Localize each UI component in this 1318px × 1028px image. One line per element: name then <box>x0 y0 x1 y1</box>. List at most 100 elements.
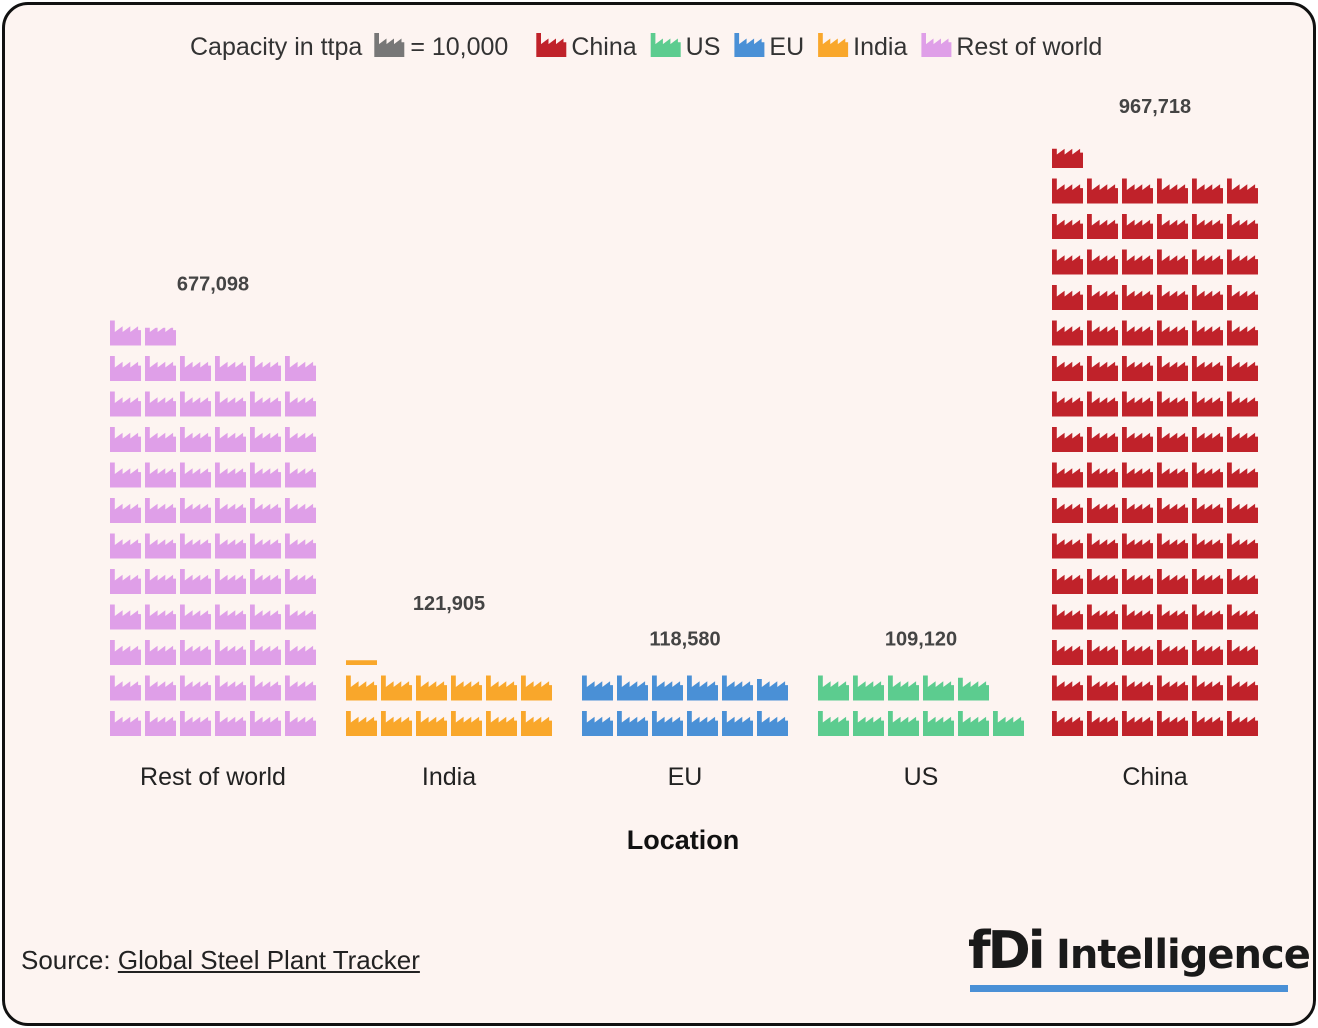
factory-icon <box>1087 214 1118 239</box>
factory-icon <box>215 569 246 594</box>
factory-icon <box>818 675 849 701</box>
factory-icon <box>250 569 281 594</box>
legend-label: EU <box>769 33 804 61</box>
factory-icon <box>1157 178 1188 204</box>
factory-icon <box>110 462 141 488</box>
pictogram-column: 118,580 EU <box>582 629 788 791</box>
factory-icon <box>110 604 141 630</box>
factory-icon <box>1157 640 1188 665</box>
factory-icon <box>180 675 211 701</box>
factory-icon <box>1157 711 1188 736</box>
factory-icon <box>285 675 316 701</box>
factory-icon <box>1157 214 1188 239</box>
factory-icon <box>1122 427 1153 452</box>
factory-icon <box>346 675 377 701</box>
factory-icon <box>1087 533 1118 559</box>
factory-icon <box>1227 604 1258 630</box>
factory-icon <box>285 356 316 381</box>
source-link[interactable]: Global Steel Plant Tracker <box>117 945 420 975</box>
factory-icon <box>722 711 753 736</box>
factory-icon <box>1192 320 1223 346</box>
value-label: 121,905 <box>413 593 485 615</box>
factory-icon <box>215 675 246 701</box>
factory-icon <box>853 711 884 736</box>
factory-icon <box>1227 214 1258 239</box>
factory-icon <box>285 427 316 452</box>
factory-icon <box>1227 356 1258 381</box>
pictogram-column: 109,120 US <box>818 629 1024 791</box>
pictogram-column: 677,098 Rest of world <box>110 274 316 791</box>
factory-icon <box>1052 498 1083 523</box>
factory-icon <box>285 604 316 630</box>
factory-icon <box>250 427 281 452</box>
factory-icon <box>1157 427 1188 452</box>
factory-icon <box>1087 462 1118 488</box>
factory-icon <box>346 711 377 736</box>
factory-icon <box>285 533 316 559</box>
factory-icon <box>416 675 447 701</box>
factory-icon <box>250 533 281 559</box>
factory-icon <box>145 427 176 452</box>
factory-icon <box>1087 249 1118 275</box>
factory-icon <box>250 640 281 665</box>
factory-icon <box>180 533 211 559</box>
factory-icon <box>250 675 281 701</box>
factory-icon <box>888 675 919 701</box>
legend-unit-label: = 10,000 <box>410 33 508 61</box>
factory-icon <box>250 604 281 630</box>
factory-icon <box>1192 249 1223 275</box>
pictogram-column: 121,905 India <box>346 593 552 791</box>
factory-icon <box>145 604 176 630</box>
factory-icon <box>1052 249 1083 275</box>
factory-icon <box>1122 214 1153 239</box>
factory-icon <box>1052 711 1083 736</box>
factory-icon <box>110 427 141 452</box>
factory-icon <box>180 427 211 452</box>
factory-icon <box>285 498 316 523</box>
factory-icon <box>1192 498 1223 523</box>
factory-icon <box>145 533 176 559</box>
factory-icon <box>521 711 552 736</box>
factory-icon <box>1087 569 1118 594</box>
factory-icon <box>722 675 753 701</box>
factory-icon <box>250 462 281 488</box>
factory-icon <box>1087 285 1118 310</box>
factory-icon <box>285 462 316 488</box>
factory-icon <box>215 498 246 523</box>
factory-icon <box>1157 356 1188 381</box>
factory-icon <box>1052 320 1083 346</box>
factory-icon <box>1122 711 1153 736</box>
factory-icon <box>1052 178 1083 204</box>
factory-icon <box>1052 675 1083 701</box>
factory-icon <box>652 675 683 701</box>
factory-icon <box>1122 249 1153 275</box>
factory-icon <box>110 498 141 523</box>
factory-icon <box>923 675 954 701</box>
factory-icon <box>180 711 211 736</box>
factory-icon <box>1227 285 1258 310</box>
factory-icon <box>1087 640 1118 665</box>
legend-label: US <box>686 33 721 61</box>
factory-icon-partial <box>145 327 176 346</box>
factory-icon <box>1122 285 1153 310</box>
factory-icon <box>1157 675 1188 701</box>
factory-icon <box>180 391 211 417</box>
legend: Capacity in ttpa = 10,000 China US EU India Re… <box>190 33 1102 61</box>
factory-icon <box>1192 285 1223 310</box>
factory-icon <box>1052 640 1083 665</box>
factory-icon <box>652 711 683 736</box>
factory-icon <box>617 675 648 701</box>
factory-icon <box>1087 356 1118 381</box>
factory-icon <box>1052 391 1083 417</box>
factory-icon <box>381 711 412 736</box>
factory-icon <box>145 356 176 381</box>
factory-icon <box>215 533 246 559</box>
factory-icon <box>215 391 246 417</box>
factory-icon <box>215 462 246 488</box>
factory-icon <box>451 675 482 701</box>
factory-icon <box>1052 427 1083 452</box>
factory-icon <box>250 498 281 523</box>
value-label: 967,718 <box>1119 96 1191 118</box>
factory-icon <box>1192 640 1223 665</box>
factory-icon <box>1227 391 1258 417</box>
